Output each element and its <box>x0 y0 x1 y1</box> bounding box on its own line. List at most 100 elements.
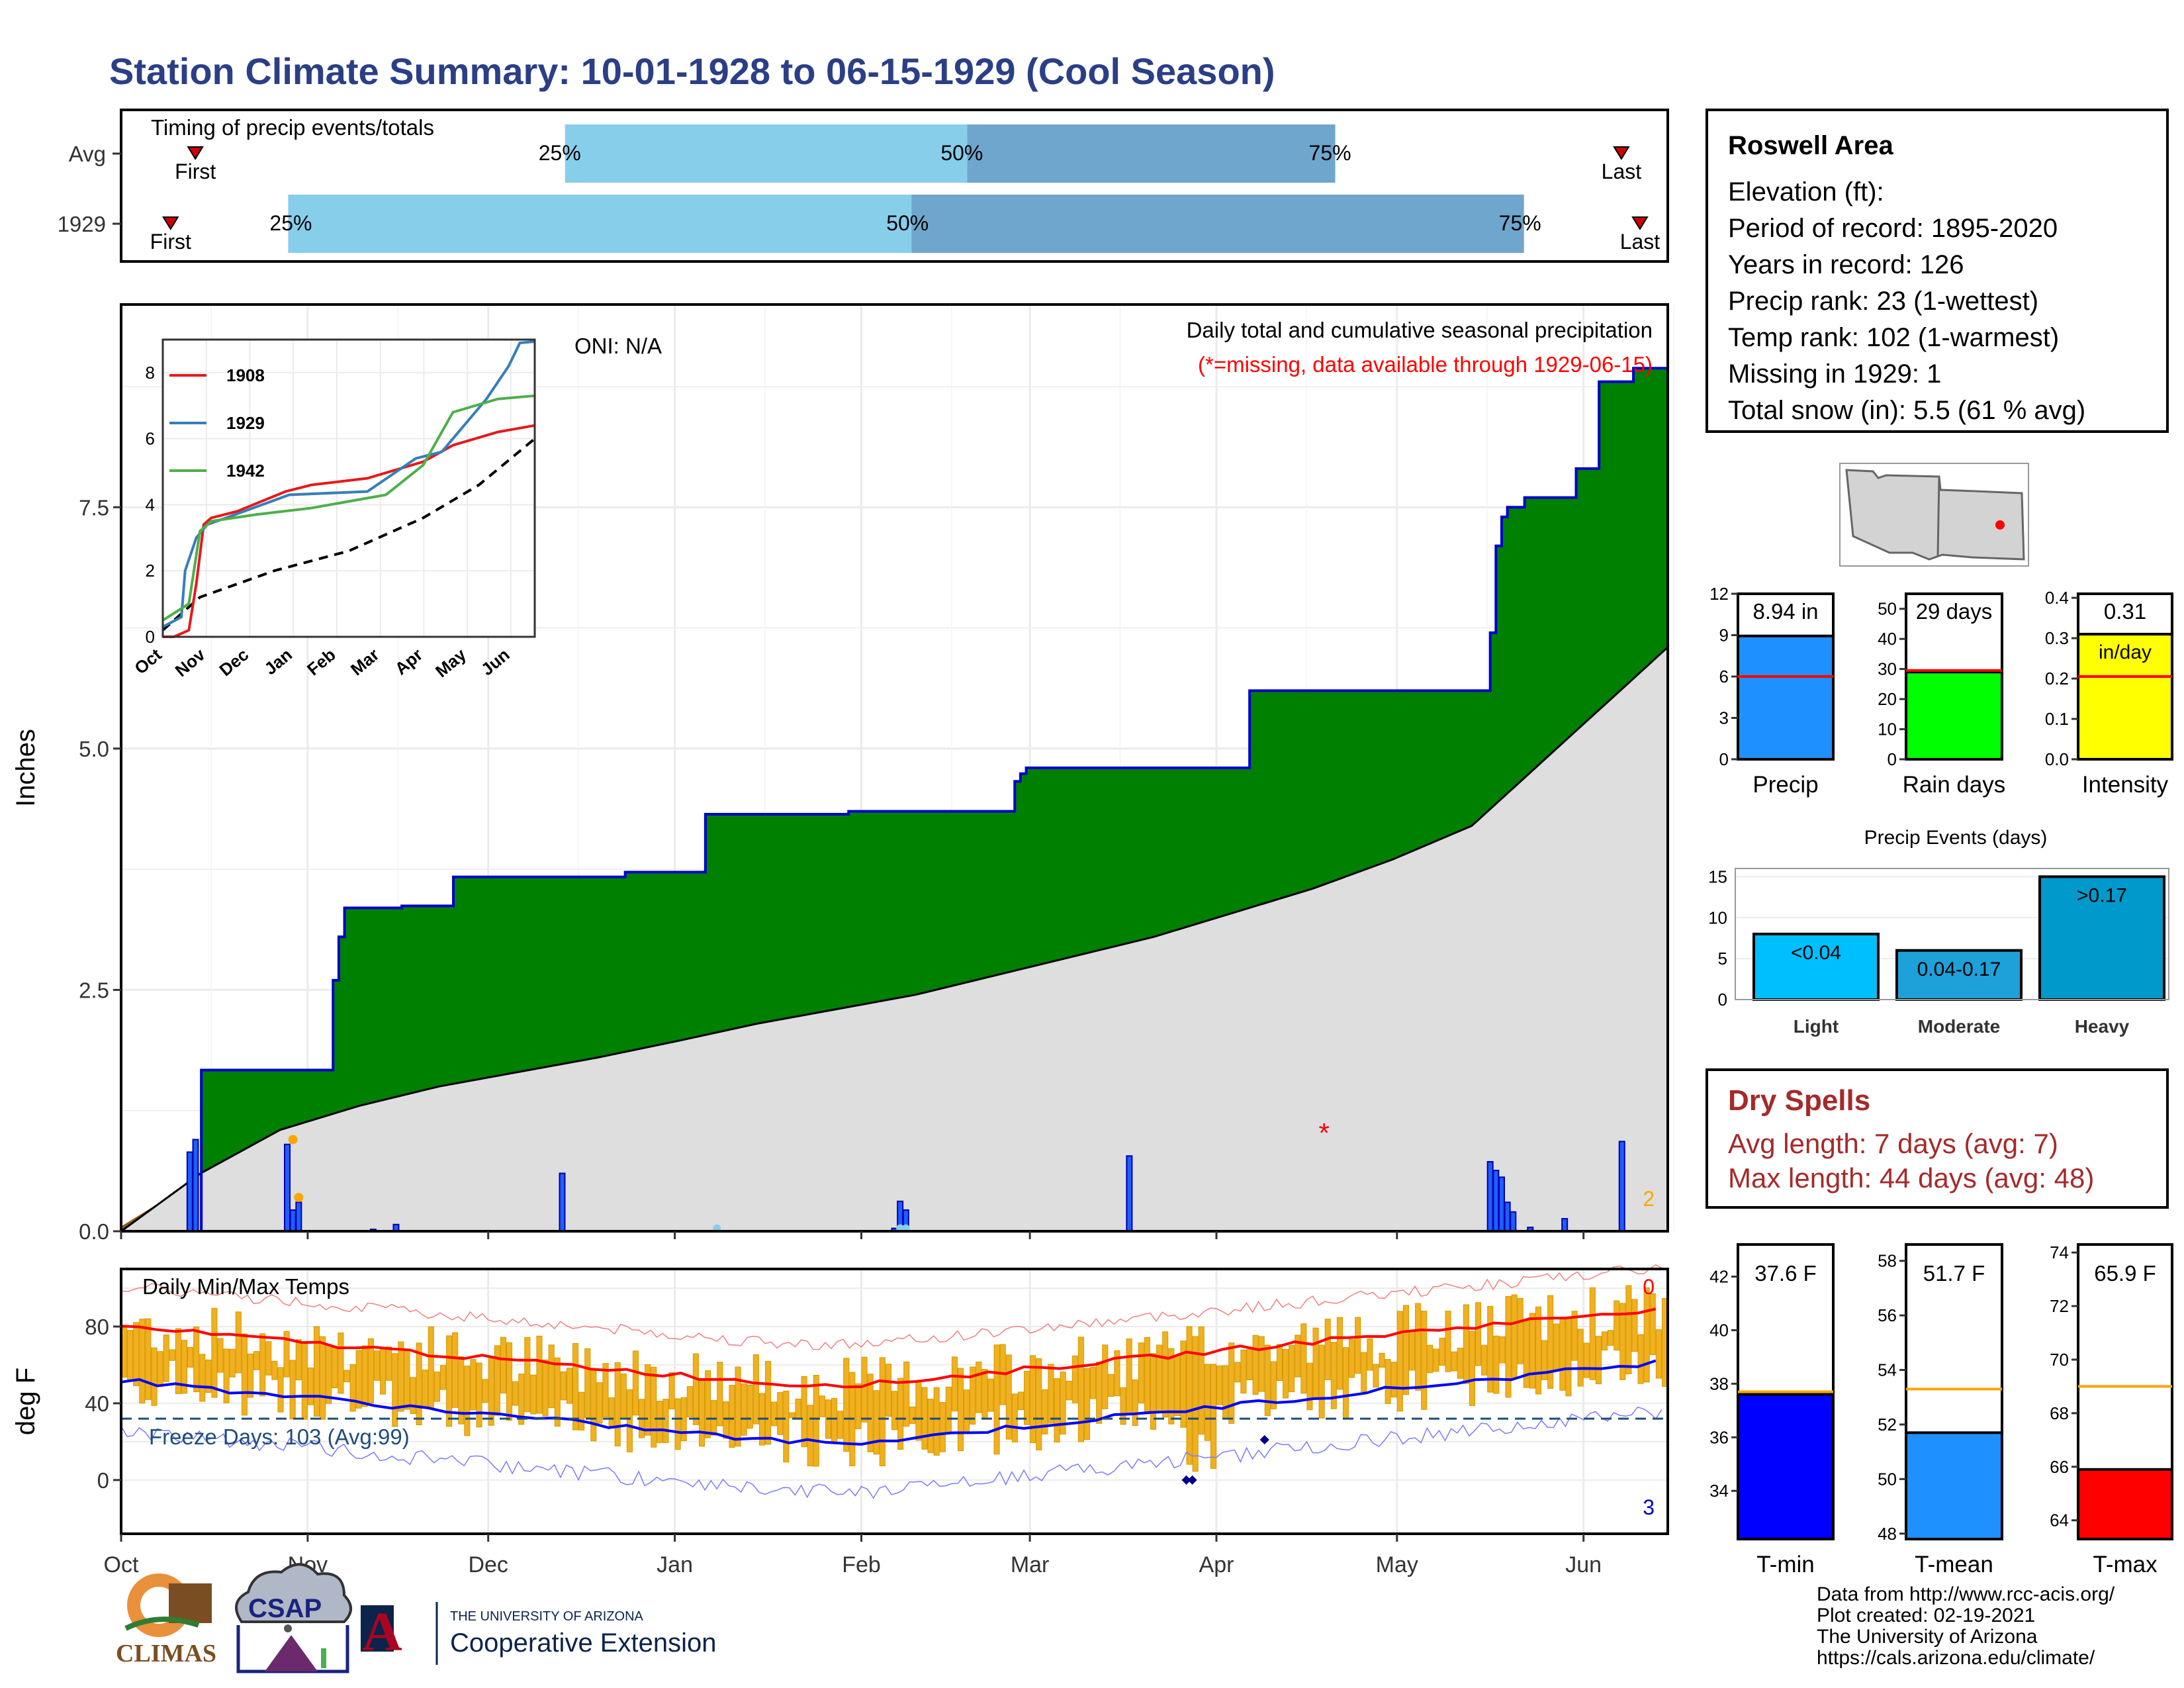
daily-temp-bar <box>976 1361 982 1413</box>
inset-y-label: 2 <box>146 561 155 581</box>
temp-summary-tick-label: 68 <box>2050 1403 2069 1423</box>
daily-temp-bar <box>933 1387 940 1456</box>
daily-temp-bar <box>1571 1311 1578 1361</box>
daily-temp-bar <box>554 1357 561 1427</box>
daily-temp-bar <box>572 1342 579 1430</box>
daily-temp-bar <box>735 1366 741 1447</box>
daily-temp-bar <box>181 1340 188 1394</box>
last-label: Last <box>1602 160 1642 183</box>
daily-temp-bar <box>464 1366 471 1436</box>
daily-temp-bar <box>1083 1368 1091 1440</box>
events-tick-label: 10 <box>1708 908 1727 927</box>
footer-line: Plot created: 02-19-2021 <box>1817 1605 2036 1626</box>
daily-temp-bar <box>584 1348 591 1418</box>
daily-temp-bar <box>326 1345 332 1404</box>
first-marker <box>187 146 204 160</box>
events-bar <box>1752 933 1880 1001</box>
summary-bar <box>2077 632 2173 761</box>
daily-temp-bar <box>187 1346 194 1368</box>
temp-summary-label: T-min <box>1756 1552 1815 1577</box>
daily-temp-bar <box>500 1336 506 1393</box>
daily-temp-bar <box>1523 1320 1529 1388</box>
daily-temp-bar <box>446 1335 453 1427</box>
location-map <box>1839 463 2029 567</box>
missing-marker: * <box>1318 1117 1329 1149</box>
daily-temp-bar <box>422 1370 428 1407</box>
page-title: Station Climate Summary: 10-01-1928 to 0… <box>109 50 1275 92</box>
ua-logo-top: THE UNIVERSITY OF ARIZONA <box>450 1609 644 1624</box>
daily-temp-bar <box>488 1356 494 1426</box>
daily-temp-bar <box>1042 1389 1048 1434</box>
temp-summary-tick-label: 40 <box>1709 1320 1729 1340</box>
daily-temp-bar <box>1036 1358 1042 1450</box>
summary-tick-label: 0.3 <box>2045 628 2069 648</box>
daily-temp-bar <box>1385 1359 1391 1404</box>
daily-temp-bar <box>1162 1331 1169 1418</box>
inset-bg <box>163 340 535 637</box>
daily-temp-bar <box>193 1326 200 1393</box>
temp-summary-tick-label: 72 <box>2050 1296 2069 1316</box>
ua-logo-bottom: Cooperative Extension <box>450 1628 716 1658</box>
inset-series-line <box>162 340 535 628</box>
month-label: Dec <box>468 1552 508 1577</box>
month-label: Jan <box>657 1552 693 1577</box>
daily-temp-bar <box>867 1374 874 1452</box>
ua-letter: A <box>362 1601 402 1663</box>
daily-temp-bar <box>1655 1329 1662 1379</box>
events-title: Precip Events (days) <box>1864 827 2048 849</box>
daily-temp-bar <box>1318 1344 1325 1419</box>
inset-y-label: 4 <box>146 494 155 514</box>
daily-temp-bar <box>439 1365 447 1390</box>
daily-temp-bar <box>1361 1352 1367 1392</box>
daily-precip-bar <box>559 1172 566 1232</box>
daily-temp-bar <box>265 1341 272 1376</box>
daily-temp-bar <box>151 1347 158 1406</box>
events-bar-label: >0.17 <box>2077 884 2127 906</box>
summary-tick-label: 0.0 <box>2045 749 2069 769</box>
info-years: Years in record: 126 <box>1728 250 1964 279</box>
last-marker <box>1613 146 1630 160</box>
daily-temp-bar <box>1565 1317 1572 1397</box>
first-label: First <box>175 160 216 183</box>
daily-temp-bar <box>1126 1338 1132 1413</box>
temp-summary-tick-label: 56 <box>1878 1305 1897 1325</box>
temp-summary-tick-label: 70 <box>2050 1350 2069 1370</box>
inset-legend-label: 1929 <box>226 413 265 433</box>
inset-y-label: 0 <box>146 627 155 647</box>
temp-chart: Daily Min/Max Temps Freeze Days: 103 (Avg… <box>11 1264 1669 1542</box>
daily-temp-bar <box>1427 1344 1433 1374</box>
temp-summary-tick-label: 50 <box>1878 1469 1897 1489</box>
daily-temp-bar <box>1433 1348 1439 1372</box>
summary-tick-label: 0.1 <box>2045 709 2069 729</box>
daily-temp-bar <box>981 1369 988 1419</box>
daily-temp-bar <box>1264 1344 1271 1417</box>
temp-label: Daily Min/Max Temps <box>142 1274 349 1299</box>
station-info-box: Roswell Area Elevation (ft): Period of r… <box>1706 109 2169 433</box>
inset-series-line <box>163 424 535 638</box>
snow-marker <box>288 1135 298 1145</box>
daily-precip-bar <box>289 1209 296 1232</box>
summary-tick-label: 0.2 <box>2045 669 2069 688</box>
daily-temp-bar <box>175 1328 181 1394</box>
info-precip-rank: Precip rank: 23 (1-wettest) <box>1728 287 2039 316</box>
y-tick-label: 7.5 <box>79 495 109 520</box>
footer-line: Data from http://www.rcc-acis.org/ <box>1817 1583 2115 1605</box>
month-label: Apr <box>1199 1552 1234 1577</box>
csap-logo: CSAP <box>235 1563 352 1673</box>
first-label: First <box>150 230 191 254</box>
daily-temp-bar <box>964 1389 970 1434</box>
timing-p25: 25% <box>539 141 581 165</box>
daily-temp-bar <box>1132 1379 1138 1427</box>
temp-summary-tick-label: 74 <box>2050 1243 2069 1262</box>
daily-temp-bar <box>1505 1295 1512 1398</box>
events-tick-label: 0 <box>1718 990 1727 1009</box>
timing-panel: Timing of precip events/totals Avg 25% 50% 7… <box>58 109 1669 263</box>
daily-temp-bar <box>1295 1335 1301 1378</box>
daily-temp-bar <box>1595 1336 1602 1385</box>
summary-label: Precip <box>1752 772 1818 798</box>
record-max-count: 0 <box>1643 1275 1655 1299</box>
daily-temp-bar <box>855 1383 862 1429</box>
daily-temp-bar <box>301 1342 308 1420</box>
daily-temp-bar <box>416 1342 422 1425</box>
